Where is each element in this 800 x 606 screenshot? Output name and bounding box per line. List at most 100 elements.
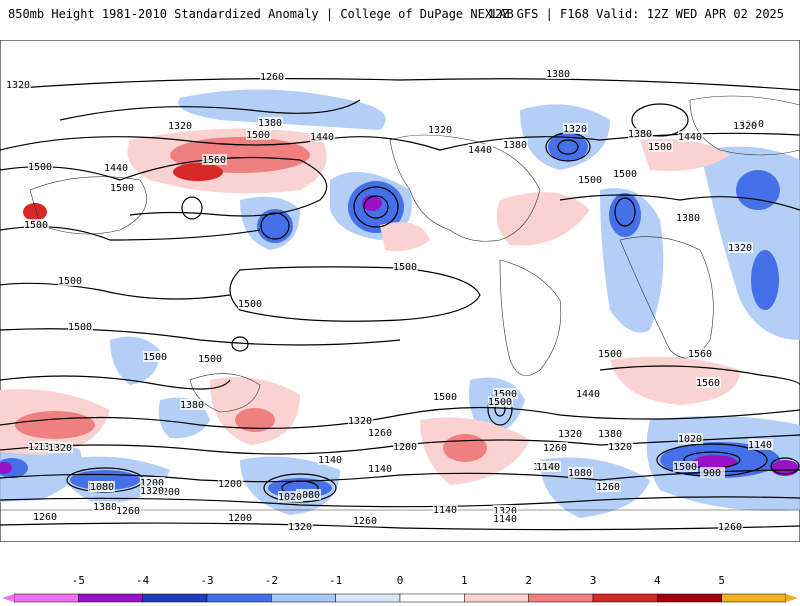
contour-label: 1140 <box>318 455 342 466</box>
contour-label-bg <box>433 504 458 515</box>
contour-label-bg <box>202 154 227 165</box>
contour-label-bg <box>198 353 223 364</box>
contour-label: 1320 <box>288 522 312 533</box>
contour-label: 1200 <box>228 513 252 524</box>
contour-label-bg <box>143 351 168 362</box>
contour-label: 1500 <box>598 349 622 360</box>
header-bar: 850mb Height 1981-2010 Standardized Anom… <box>0 0 800 28</box>
contour-label-bg <box>678 433 703 444</box>
contour-label: 1500 <box>58 276 82 287</box>
contour-label: 1260 <box>33 512 57 523</box>
contour-label: 1260 <box>116 506 140 517</box>
contour-label-bg <box>576 388 601 399</box>
contour-label: 1500 <box>493 389 517 400</box>
contour-label-bg <box>433 391 458 402</box>
strong-positive-anomaly-shading <box>23 163 223 221</box>
contour-label: 1140 <box>368 464 392 475</box>
contour-label-bg <box>733 120 758 131</box>
contour-label-bg <box>140 477 165 488</box>
contour-label: 1320 <box>563 124 587 135</box>
colorbar-tick-label: 1 <box>461 574 468 587</box>
colorbar-segment <box>271 593 336 603</box>
contour-label-bg <box>608 441 633 452</box>
colorbar-tick-label: 0 <box>396 574 404 587</box>
contour-label-bg <box>676 212 701 223</box>
contour-label: 1140 <box>748 440 772 451</box>
colorbar-tick-label: -3 <box>200 574 214 587</box>
contour-label: 1020 <box>678 434 702 445</box>
contour-label-bg <box>116 505 141 516</box>
colorbar-tick-label: -1 <box>329 574 343 587</box>
contour-label-bg <box>90 481 115 492</box>
contour-label-bg <box>104 162 129 173</box>
contour-label-bg <box>558 428 583 439</box>
contour-label: 1440 <box>678 132 702 143</box>
contour-label-bg <box>258 117 283 128</box>
contour-label: 1260 <box>368 428 392 439</box>
colorbar-left-arrow <box>2 594 14 602</box>
contour-label: 1380 <box>676 213 700 224</box>
contour-label: 1320 <box>428 125 452 136</box>
contour-label: 1320 <box>493 506 517 517</box>
contour-label-bg <box>368 427 393 438</box>
contour-label: 1380 <box>93 502 117 513</box>
contour-label-bg <box>238 298 263 309</box>
colorbar-tick-label: 3 <box>589 574 597 587</box>
contour-label-bg <box>568 467 593 478</box>
contour-label: 1500 <box>24 220 48 231</box>
contour-label-bg <box>180 399 205 410</box>
contour-label-bg <box>368 463 393 474</box>
colorbar-segment <box>335 593 401 603</box>
contour-label-bg <box>718 521 743 532</box>
colorbar-tick-label: -2 <box>264 574 278 587</box>
contour-label: 1500 <box>68 322 92 333</box>
contour-label-bg <box>468 144 493 155</box>
contour-label-bg <box>318 454 343 465</box>
contour-label: 1320 <box>6 80 30 91</box>
contour-label: 1560 <box>688 349 712 360</box>
contour-label-bg <box>503 139 528 150</box>
contour-label: 1380 <box>598 429 622 440</box>
contour-label-bg <box>678 131 703 142</box>
contour-label-bg <box>628 128 653 139</box>
contour-label: 1320 <box>48 443 72 454</box>
colorbar-tick-label: 4 <box>654 574 661 587</box>
contour-label-bg <box>348 415 373 426</box>
contour-label: 1500 <box>578 175 602 186</box>
colorbar-segment <box>399 593 465 603</box>
contour-label: 1500 <box>393 262 417 273</box>
contour-label-bg <box>33 511 58 522</box>
contour-label: 1500 <box>246 130 270 141</box>
contour-label: 1140 <box>536 462 560 473</box>
contour-label-bg <box>688 348 713 359</box>
contour-label-bg <box>596 481 621 492</box>
colorbar-segment <box>657 593 722 603</box>
colorbar-segment <box>721 593 787 603</box>
contour-label: 1140 <box>493 514 517 525</box>
colorbar-segment <box>13 593 79 603</box>
contour-label: 1260 <box>353 516 377 527</box>
contour-label: 1320 <box>348 416 372 427</box>
contour-label: 1320 <box>608 442 632 453</box>
model-valid-time: 12Z GFS | F168 Valid: 12Z WED APR 02 202… <box>487 7 784 21</box>
colorbar-tick-label: -4 <box>136 574 150 587</box>
contour-label-bg <box>578 174 603 185</box>
contour-label: 1020 <box>278 492 302 503</box>
contour-label-bg <box>598 348 623 359</box>
contour-label-bg <box>24 219 49 230</box>
contour-label: 1560 <box>202 155 226 166</box>
colorbar-tick-label: 2 <box>525 574 532 587</box>
contour-label-bg <box>700 467 725 478</box>
chart-title: 850mb Height 1981-2010 Standardized Anom… <box>8 7 514 21</box>
contour-label-bg <box>140 485 165 496</box>
contour-label-bg <box>110 182 135 193</box>
contour-label: 1440 <box>310 132 334 143</box>
colorbar-tick-label: 5 <box>718 574 725 587</box>
contour-label: 1380 <box>503 140 527 151</box>
contour-label: 1380 <box>628 129 652 140</box>
contour-label: 1500 <box>488 397 512 408</box>
contour-label: 1380 <box>258 118 282 129</box>
contour-label-bg <box>488 396 513 407</box>
contour-label-bg <box>288 521 313 532</box>
